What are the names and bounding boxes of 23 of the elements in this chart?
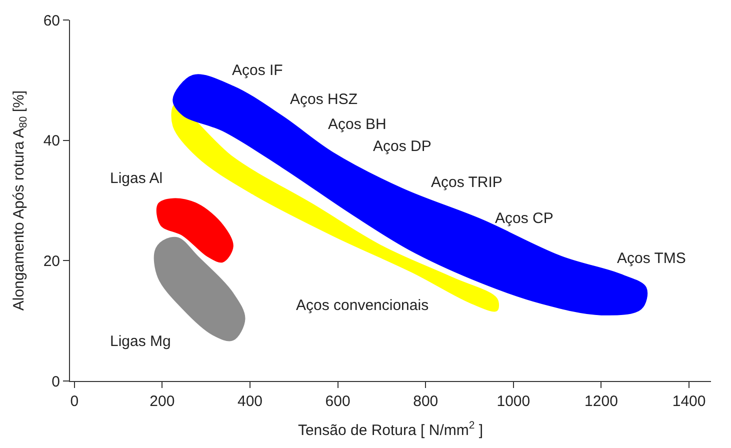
annotation: Aços DP xyxy=(373,138,432,155)
annotation: Ligas Al xyxy=(110,170,163,187)
annotation: Aços TMS xyxy=(617,250,686,267)
x-tick-label: 0 xyxy=(70,393,79,410)
y-tick-label: 20 xyxy=(43,252,60,270)
x-axis-title: Tensão de Rotura [ N/mm$^{2}$ ] xyxy=(298,420,484,439)
x-tick-label: 600 xyxy=(325,393,350,410)
x-tick-label: 1400 xyxy=(672,393,706,410)
y-tick-label: 0 xyxy=(52,373,60,390)
x-tick-label: 1000 xyxy=(496,393,530,410)
y-tick-label: 60 xyxy=(43,12,60,30)
annotation: Aços HSZ xyxy=(290,91,358,108)
annotation: Aços BH xyxy=(328,116,386,133)
x-tick-label: 1200 xyxy=(584,393,618,410)
annotation: Aços convencionais xyxy=(296,297,429,314)
annotation: Aços TRIP xyxy=(431,174,502,191)
annotation: Aços CP xyxy=(495,210,554,227)
x-tick-label: 400 xyxy=(237,393,263,410)
annotation: Aços IF xyxy=(232,62,283,79)
x-tick-label: 200 xyxy=(150,393,175,410)
y-tick-label: 40 xyxy=(43,132,60,150)
annotation: Ligas Mg xyxy=(110,333,171,350)
x-tick-label: 800 xyxy=(413,393,438,410)
